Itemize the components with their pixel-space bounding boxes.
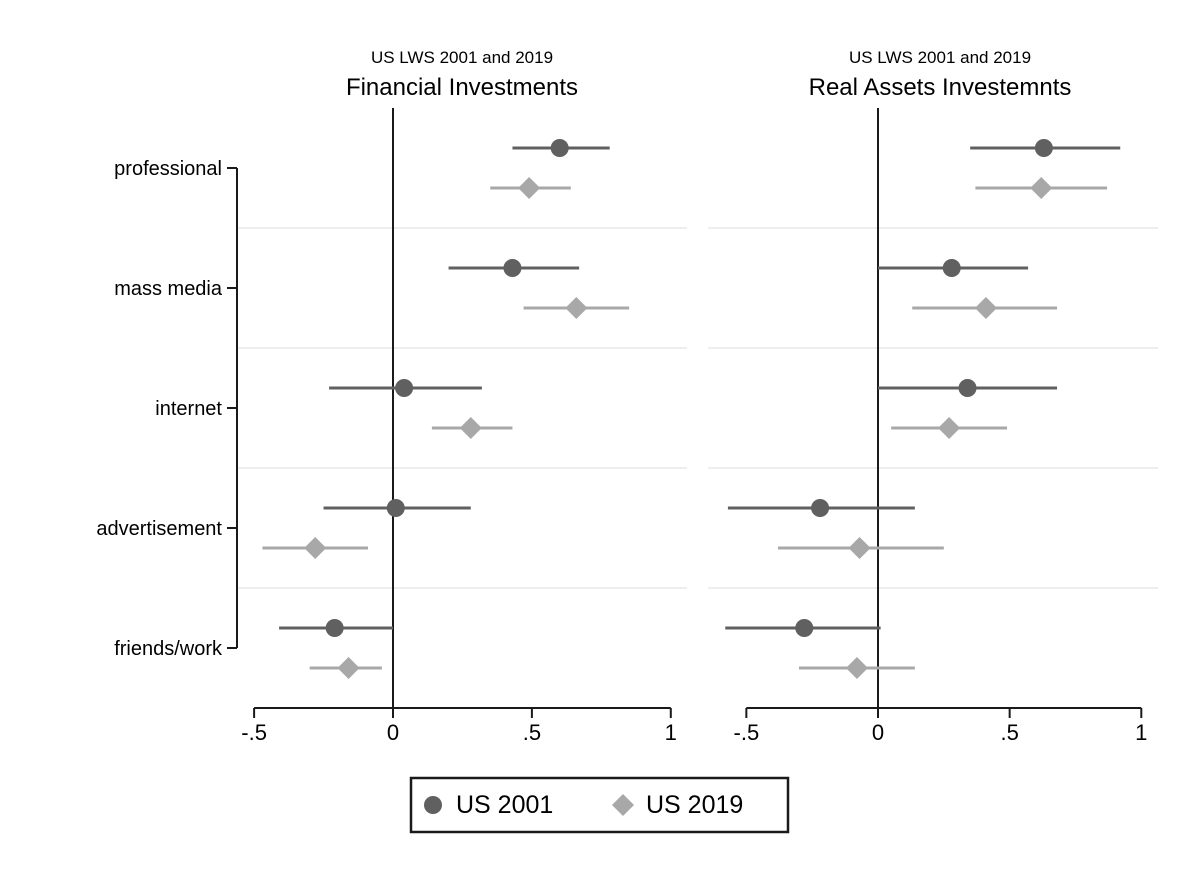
- marker-diamond-us-2019: [974, 297, 997, 319]
- marker-diamond-us-2019: [1030, 177, 1053, 199]
- marker-diamond-us-2019: [938, 417, 961, 439]
- legend: US 2001 US 2019: [409, 776, 790, 834]
- x-tick-label: 1: [1135, 720, 1147, 745]
- x-tick-label: -.5: [734, 720, 760, 745]
- x-tick-label: 1: [665, 720, 677, 745]
- category-label: friends/work: [114, 638, 223, 660]
- marker-circle-us-2001: [395, 379, 414, 397]
- marker-circle-us-2001: [386, 499, 405, 517]
- legend-marker-us-2019-diamond-icon: [612, 794, 634, 816]
- legend-label-us-2019: US 2019: [646, 791, 743, 819]
- x-tick-label: -.5: [241, 720, 267, 745]
- panel1-subtitle: US LWS 2001 and 2019: [371, 48, 553, 67]
- marker-circle-us-2001: [550, 139, 569, 157]
- x-tick-label: 0: [387, 720, 399, 745]
- panel-2: -.5 0 .5 1: [708, 108, 1158, 745]
- category-label: internet: [155, 398, 222, 420]
- marker-diamond-us-2019: [848, 537, 871, 559]
- legend-label-us-2001: US 2001: [456, 791, 553, 819]
- panel1-title: Financial Investments: [346, 74, 578, 101]
- panel2-subtitle: US LWS 2001 and 2019: [849, 48, 1031, 67]
- marker-circle-us-2001: [942, 259, 961, 277]
- category-label: mass media: [114, 278, 223, 300]
- x-tick-label: .5: [1000, 720, 1018, 745]
- marker-circle-us-2001: [958, 379, 977, 397]
- panel2-title: Real Assets Investemnts: [809, 74, 1072, 101]
- marker-circle-us-2001: [1034, 139, 1053, 157]
- marker-diamond-us-2019: [304, 537, 327, 559]
- marker-diamond-us-2019: [337, 657, 360, 679]
- marker-circle-us-2001: [795, 619, 814, 637]
- marker-diamond-us-2019: [459, 417, 482, 439]
- marker-circle-us-2001: [811, 499, 830, 517]
- panels-layer: -.5 0 .5 1 professional mass media internet adv…: [96, 108, 1158, 745]
- marker-diamond-us-2019: [565, 297, 588, 319]
- panel-1: -.5 0 .5 1 professional mass media internet adv…: [96, 108, 687, 745]
- marker-circle-us-2001: [325, 619, 344, 637]
- legend-marker-us-2001-circle-icon: [424, 796, 442, 814]
- legend-box: [409, 776, 790, 834]
- x-tick-label: 0: [872, 720, 884, 745]
- category-label: advertisement: [96, 518, 222, 540]
- marker-diamond-us-2019: [518, 177, 541, 199]
- marker-diamond-us-2019: [845, 657, 868, 679]
- marker-circle-us-2001: [503, 259, 522, 277]
- category-label: professional: [114, 158, 222, 180]
- x-tick-label: .5: [523, 720, 541, 745]
